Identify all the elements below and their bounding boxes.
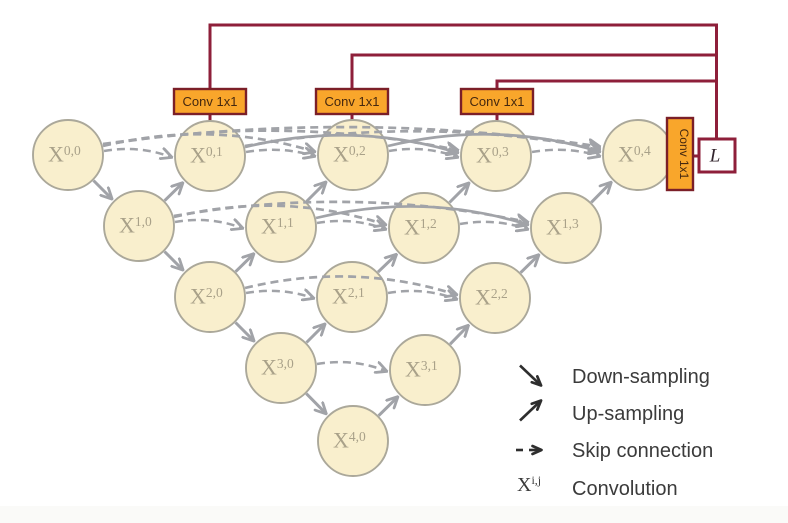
svg-text:Conv 1x1: Conv 1x1 [325, 94, 380, 109]
svg-text:X3,1: X3,1 [405, 357, 438, 382]
svg-text:Skip connection: Skip connection [572, 440, 713, 462]
svg-text:Conv 1x1: Conv 1x1 [470, 94, 525, 109]
svg-text:Down-sampling: Down-sampling [572, 366, 710, 388]
svg-text:Conv 1x1: Conv 1x1 [677, 129, 691, 180]
svg-text:Convolution: Convolution [572, 478, 678, 500]
svg-text:L: L [709, 146, 721, 167]
svg-text:Up-sampling: Up-sampling [572, 403, 684, 425]
svg-text:Conv 1x1: Conv 1x1 [183, 94, 238, 109]
